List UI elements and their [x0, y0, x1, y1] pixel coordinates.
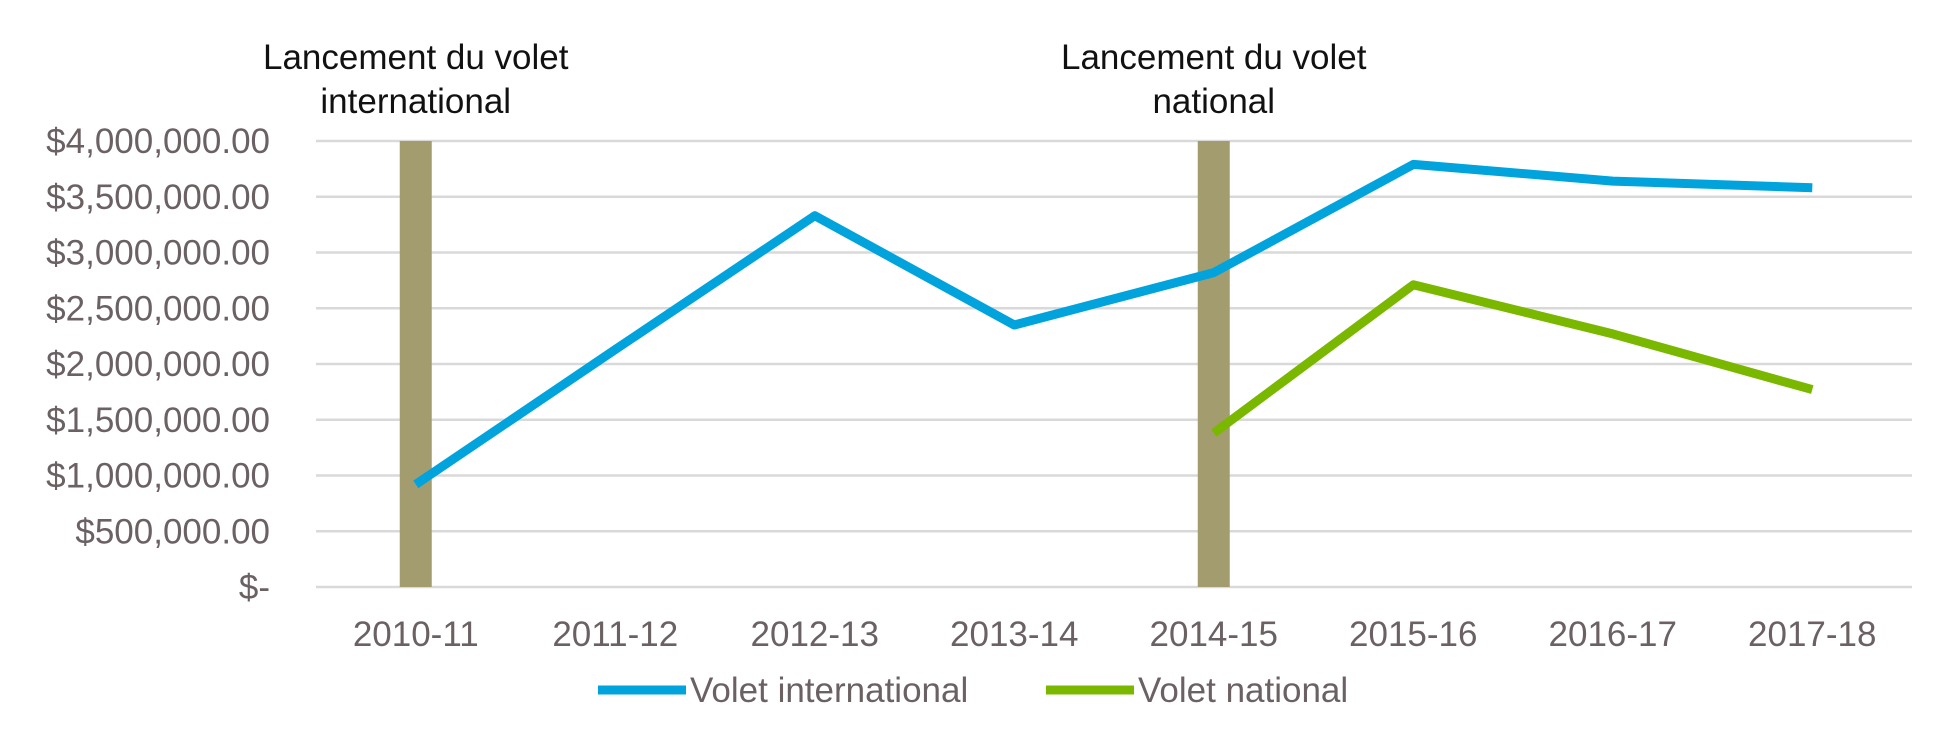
y-tick-label: $-: [239, 568, 270, 607]
y-tick-label: $2,500,000.00: [46, 289, 270, 328]
x-tick-label: 2014-15: [1150, 615, 1278, 654]
marker-annotation-line2: national: [1152, 82, 1275, 121]
legend: Volet international Volet national: [598, 671, 1348, 710]
launch-marker-bar: [1197, 141, 1230, 587]
x-tick-label: 2010-11: [353, 615, 479, 654]
y-axis-tick-labels: $- $500,000.00 $1,000,000.00 $1,500,000.00 $…: [46, 122, 270, 607]
gridlines: [316, 139, 1912, 589]
x-tick-label: 2016-17: [1549, 615, 1677, 654]
marker-annotation-line2: international: [320, 82, 511, 121]
marker-annotation-line1: Lancement du volet: [1061, 38, 1367, 77]
y-tick-label: $500,000.00: [75, 512, 270, 551]
x-tick-label: 2011-12: [552, 615, 678, 654]
y-tick-label: $2,000,000.00: [46, 345, 270, 384]
legend-label: Volet national: [1138, 671, 1348, 710]
series-line-1: [1211, 280, 1814, 437]
x-tick-label: 2017-18: [1748, 615, 1876, 654]
y-tick-label: $4,000,000.00: [46, 122, 270, 161]
y-tick-label: $3,000,000.00: [46, 234, 270, 273]
marker-annotations: Lancement du volet international Lancement…: [263, 38, 1367, 121]
series-lines: [413, 159, 1814, 489]
x-tick-label: 2015-16: [1349, 615, 1477, 654]
y-tick-label: $1,500,000.00: [46, 401, 270, 440]
x-tick-label: 2013-14: [950, 615, 1078, 654]
y-tick-label: $3,500,000.00: [46, 178, 270, 217]
launch-marker-bar: [399, 141, 432, 587]
y-tick-label: $1,000,000.00: [46, 457, 270, 496]
x-axis-tick-labels: 2010-11 2011-12 2012-13 2013-14 2014-15 2015-…: [353, 615, 1877, 654]
marker-annotation-line1: Lancement du volet: [263, 38, 569, 77]
x-tick-label: 2012-13: [751, 615, 879, 654]
legend-label: Volet international: [690, 671, 968, 710]
launch-markers: [399, 141, 1230, 587]
series-line-0: [413, 159, 1813, 489]
